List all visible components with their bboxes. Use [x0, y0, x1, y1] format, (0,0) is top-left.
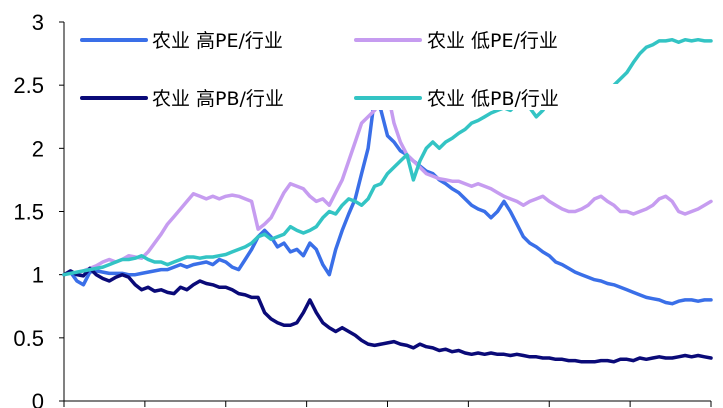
y-axis: 0 0.5 1 1.5 2 2.5 3: [13, 10, 65, 408]
series-line-1: [62, 96, 713, 306]
y-tick-label: 1.5: [13, 200, 44, 225]
legend-label-2: 农业 低PE/行业: [427, 30, 558, 52]
series-line-2: [62, 89, 713, 277]
series-line-3: [62, 266, 713, 364]
y-tick-label: 0: [32, 389, 44, 408]
y-tick-label: 2.5: [13, 73, 44, 98]
y-tick-label: 1: [32, 263, 44, 288]
y-tick-label: 0.5: [13, 326, 44, 351]
series-line-4: [62, 37, 713, 277]
legend-label-4: 农业 低PB/行业: [427, 88, 559, 110]
y-tick-label: 3: [32, 10, 44, 35]
legend-label-1: 农业 高PE/行业: [152, 30, 283, 52]
legend-label-3: 农业 高PB/行业: [152, 88, 284, 110]
x-axis: [63, 400, 712, 407]
y-tick-label: 2: [32, 136, 44, 161]
